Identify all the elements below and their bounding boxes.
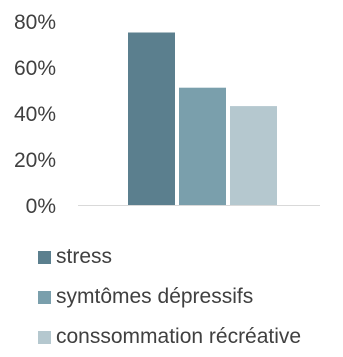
y-tick-label-0: 0% <box>26 195 56 218</box>
legend-label-consommation-recreative: conssommation récréative <box>56 325 302 348</box>
legend-item-consommation-recreative: conssommation récréative <box>38 317 301 357</box>
legend-item-symptomes-depressifs: symtômes dépressifs <box>38 277 301 317</box>
legend-swatch-symptomes-depressifs <box>38 290 51 304</box>
y-tick-label-60: 60% <box>14 57 56 80</box>
y-axis-tick-labels: 0% 20% 40% 60% 80% <box>14 11 56 218</box>
legend-item-stress: stress <box>38 237 301 277</box>
legend-label-symptomes-depressifs: symtômes dépressifs <box>56 285 254 308</box>
bar-stress <box>128 32 175 205</box>
y-tick-label-80: 80% <box>14 11 56 34</box>
y-tick-label-20: 20% <box>14 149 56 172</box>
legend-label-stress: stress <box>56 245 113 268</box>
bar-chart: 0% 20% 40% 60% 80% <box>14 11 320 218</box>
bars <box>128 32 277 205</box>
bar-conssommation-r-cr-ative <box>230 106 277 205</box>
y-tick-label-40: 40% <box>14 103 56 126</box>
legend-swatch-stress <box>38 250 51 264</box>
legend: stress symtômes dépressifs conssommation… <box>38 237 301 357</box>
bar-symt-mes-d-pressifs <box>179 87 226 205</box>
legend-swatch-consommation-recreative <box>38 330 51 344</box>
